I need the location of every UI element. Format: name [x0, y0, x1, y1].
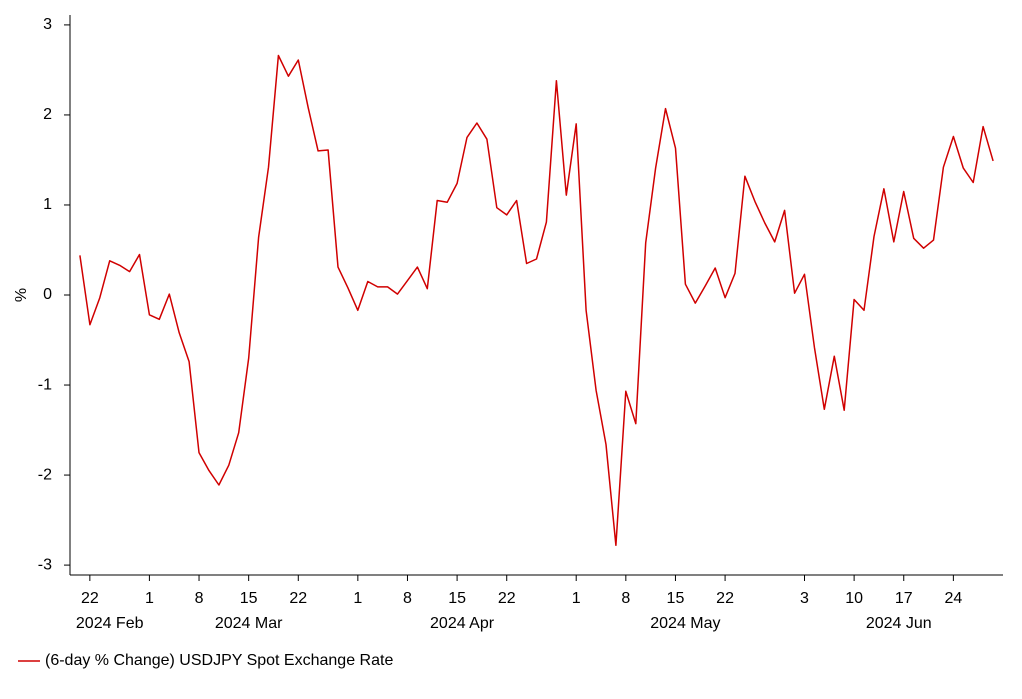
x-tick-label: 8 [195, 590, 204, 607]
y-tick-label: 1 [43, 196, 52, 213]
x-tick-label: 15 [448, 590, 466, 607]
month-label: 2024 Jun [866, 615, 932, 632]
y-axis-label: % [13, 288, 30, 302]
x-tick-label: 22 [498, 590, 516, 607]
month-label: 2024 Mar [215, 615, 283, 632]
y-tick-label: -1 [38, 376, 52, 393]
y-tick-label: -3 [38, 556, 52, 573]
x-tick-label: 3 [800, 590, 809, 607]
x-tick-label: 1 [145, 590, 154, 607]
x-tick-label: 8 [403, 590, 412, 607]
y-tick-label: 3 [43, 16, 52, 33]
x-tick-label: 1 [572, 590, 581, 607]
x-tick-label: 1 [353, 590, 362, 607]
x-tick-label: 17 [895, 590, 913, 607]
y-tick-label: 2 [43, 106, 52, 123]
month-label: 2024 May [650, 615, 720, 632]
y-tick-label: 0 [43, 286, 52, 303]
y-tick-label: -2 [38, 466, 52, 483]
x-tick-label: 8 [621, 590, 630, 607]
month-label: 2024 Feb [76, 615, 144, 632]
data-line [79, 54, 994, 547]
legend-label: (6-day % Change) USDJPY Spot Exchange Ra… [45, 652, 393, 669]
month-label: 2024 Apr [430, 615, 495, 632]
x-tick-label: 22 [289, 590, 307, 607]
x-tick-label: 22 [716, 590, 734, 607]
x-tick-label: 15 [667, 590, 685, 607]
x-tick-label: 10 [845, 590, 863, 607]
x-tick-label: 15 [240, 590, 258, 607]
x-tick-label: 22 [81, 590, 99, 607]
x-tick-label: 24 [944, 590, 962, 607]
